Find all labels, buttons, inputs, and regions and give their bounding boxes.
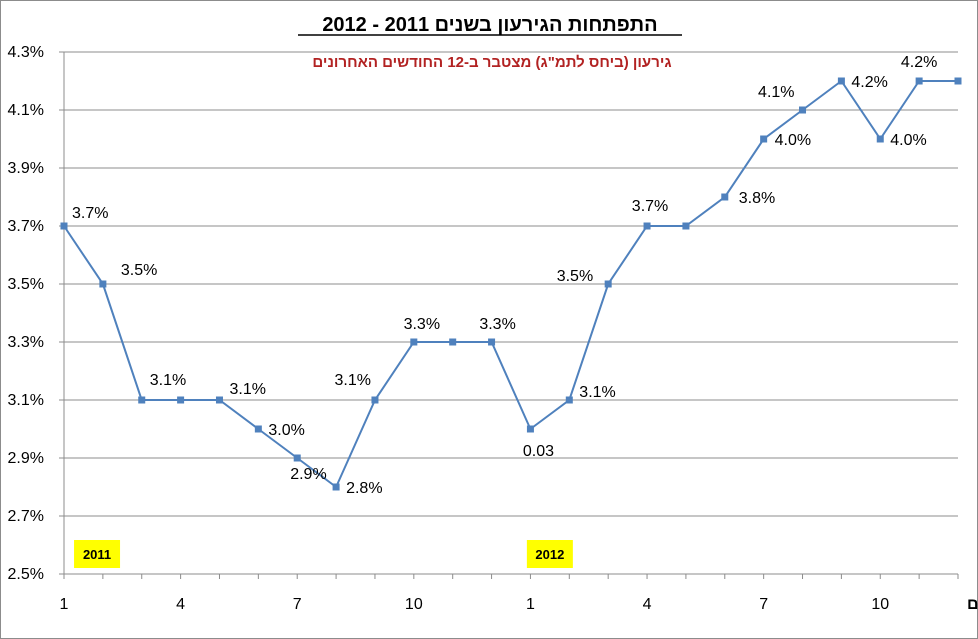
- data-point: [488, 338, 496, 346]
- year-label-box: [74, 540, 121, 568]
- data-label: 4.1%: [758, 84, 794, 101]
- data-label: 3.5%: [121, 262, 157, 279]
- y-tick-label: 3.9%: [8, 160, 44, 177]
- data-label: 2.8%: [346, 480, 382, 497]
- data-point: [410, 338, 418, 346]
- series-line: [63, 79, 958, 489]
- y-tick-label: 2.9%: [8, 450, 44, 467]
- data-points: [60, 77, 962, 491]
- y-tick-label: 3.1%: [8, 392, 44, 409]
- data-point: [837, 77, 845, 85]
- data-label: 4.2%: [901, 54, 937, 71]
- chart-subtitle: גירעון (ביחס לתמ"ג) מצטבר ב-12 החודשים ה…: [312, 54, 671, 71]
- data-label: 4.2%: [851, 74, 887, 91]
- data-point: [293, 454, 301, 462]
- data-label: 0.03: [523, 443, 554, 460]
- data-point: [565, 396, 573, 404]
- data-point: [332, 483, 340, 491]
- data-point: [526, 425, 534, 433]
- data-label: 3.5%: [557, 268, 593, 285]
- y-tick-label: 2.7%: [8, 508, 44, 525]
- y-tick-label: 3.3%: [8, 334, 44, 351]
- x-tick-label: 4: [643, 596, 652, 613]
- data-labels: 3.7% 3.5% 3.1% 3.1% 3.0% 2.9% 2.8% 3.1% 3.3% 3.3%…: [72, 54, 937, 497]
- data-point: [138, 396, 146, 404]
- x-axis-title: חודשים: [967, 596, 978, 613]
- year-label: 2012: [535, 547, 564, 562]
- y-tick-label: 3.7%: [8, 218, 44, 235]
- chart-title: התפתחות הגירעון בשנים 2011 - 2012: [322, 14, 657, 36]
- data-label: 3.1%: [229, 381, 265, 398]
- x-tick-labels: 1 4 7 10 1 4 7 10: [60, 596, 890, 613]
- data-label: 3.7%: [72, 205, 108, 222]
- data-point: [604, 280, 612, 288]
- year-labels: 2011 2012: [74, 540, 573, 568]
- data-label: 3.1%: [334, 372, 370, 389]
- data-label: 3.8%: [739, 190, 775, 207]
- y-tick-label: 2.5%: [8, 566, 44, 583]
- data-point: [799, 106, 807, 114]
- data-label: 3.1%: [579, 384, 615, 401]
- x-tick-label: 10: [871, 596, 889, 613]
- y-tick-label: 3.5%: [8, 276, 44, 293]
- data-point: [215, 396, 223, 404]
- data-point: [876, 135, 884, 143]
- data-label: 3.7%: [632, 198, 668, 215]
- x-tick-label: 7: [293, 596, 302, 613]
- axes: [59, 51, 959, 579]
- data-point: [177, 396, 185, 404]
- data-point: [99, 280, 107, 288]
- data-label: 3.1%: [150, 372, 186, 389]
- data-label: 3.3%: [479, 316, 515, 333]
- data-point: [449, 338, 457, 346]
- data-point: [721, 193, 729, 201]
- y-tick-label: 4.3%: [8, 44, 44, 61]
- data-label: 3.0%: [268, 422, 304, 439]
- x-tick-label: 4: [176, 596, 185, 613]
- data-point: [954, 77, 962, 85]
- data-point: [371, 396, 379, 404]
- data-point: [60, 222, 68, 230]
- x-tick-label: 10: [405, 596, 423, 613]
- data-point: [682, 222, 690, 230]
- year-label: 2011: [83, 547, 111, 562]
- x-tick-label: 1: [526, 596, 535, 613]
- data-label: 3.3%: [404, 316, 440, 333]
- data-point: [643, 222, 651, 230]
- year-label-box: [526, 540, 573, 568]
- data-point: [915, 77, 923, 85]
- y-tick-labels: 2.5% 2.7% 2.9% 3.1% 3.3% 3.5% 3.7% 3.9% 4.1% 4.3%: [8, 44, 44, 583]
- data-label: 4.0%: [775, 132, 811, 149]
- series-line-path: [63, 79, 958, 489]
- x-tick-label: 1: [60, 596, 69, 613]
- data-point: [254, 425, 262, 433]
- y-tick-label: 4.1%: [8, 102, 44, 119]
- gridlines: [64, 51, 958, 517]
- data-label: 2.9%: [290, 466, 326, 483]
- data-point: [760, 135, 768, 143]
- x-tick-label: 7: [759, 596, 768, 613]
- data-label: 4.0%: [890, 132, 926, 149]
